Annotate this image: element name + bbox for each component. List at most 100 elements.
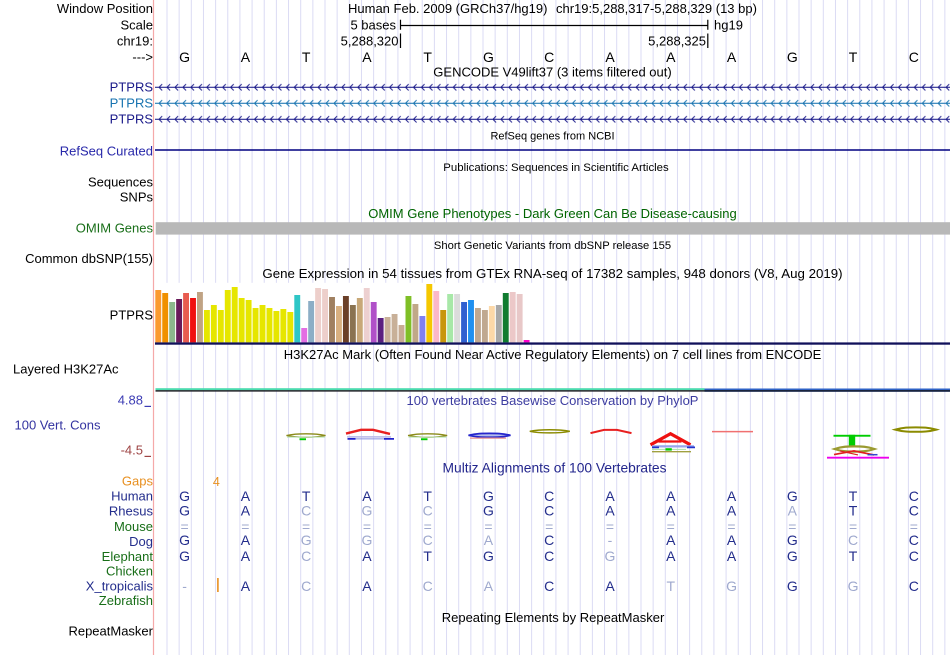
- svg-text:4: 4: [213, 475, 220, 489]
- svg-text:=: =: [788, 519, 796, 535]
- svg-text:A: A: [666, 488, 676, 504]
- svg-text:Scale: Scale: [120, 17, 153, 32]
- svg-text:C: C: [544, 578, 554, 594]
- svg-text:A: A: [727, 532, 737, 548]
- svg-text:OMIM Genes: OMIM Genes: [76, 221, 154, 236]
- svg-text:A: A: [241, 488, 251, 504]
- svg-text:A: A: [727, 548, 737, 564]
- svg-text:chr19:5,288,317-5,288,329 (13: chr19:5,288,317-5,288,329 (13 bp): [556, 1, 757, 16]
- svg-text:A: A: [666, 49, 676, 65]
- svg-text:=: =: [849, 519, 857, 535]
- svg-text:Human: Human: [111, 489, 153, 504]
- svg-text:T: T: [302, 488, 311, 504]
- svg-text:Chicken: Chicken: [106, 564, 153, 579]
- svg-text:A: A: [362, 578, 372, 594]
- svg-text:C: C: [848, 532, 858, 548]
- svg-text:Sequences: Sequences: [88, 175, 154, 190]
- svg-text:H3K27Ac Mark (Often Found Near: H3K27Ac Mark (Often Found Near Active Re…: [284, 347, 822, 362]
- svg-text:Gaps: Gaps: [122, 474, 154, 489]
- svg-text:T: T: [666, 578, 675, 594]
- svg-text:C: C: [909, 548, 919, 564]
- svg-text:G: G: [179, 532, 190, 548]
- svg-text:Multiz Alignments of 100 Verte: Multiz Alignments of 100 Vertebrates: [443, 460, 667, 475]
- svg-text:5 bases: 5 bases: [350, 17, 396, 32]
- svg-text:Dog: Dog: [129, 534, 153, 549]
- svg-text:Window Position: Window Position: [57, 1, 153, 16]
- svg-text:Layered H3K27Ac: Layered H3K27Ac: [13, 362, 119, 377]
- svg-text:A: A: [605, 578, 615, 594]
- svg-text:G: G: [179, 488, 190, 504]
- svg-text:C: C: [544, 548, 554, 564]
- svg-text:5,288,325: 5,288,325: [648, 34, 706, 49]
- svg-text:C: C: [544, 488, 554, 504]
- svg-text:G: G: [483, 49, 494, 65]
- svg-text:T: T: [849, 488, 858, 504]
- svg-text:C: C: [544, 49, 554, 65]
- svg-text:T: T: [302, 49, 311, 65]
- svg-text:5,288,320: 5,288,320: [341, 34, 399, 49]
- svg-text:100 vertebrates Basewise Conse: 100 vertebrates Basewise Conservation by…: [407, 393, 699, 408]
- svg-text:A: A: [241, 548, 251, 564]
- svg-text:A: A: [362, 488, 372, 504]
- svg-text:Repeating Elements by RepeatMa: Repeating Elements by RepeatMasker: [442, 610, 665, 625]
- svg-text:A: A: [727, 503, 737, 519]
- svg-text:G: G: [179, 548, 190, 564]
- svg-text:A: A: [727, 488, 737, 504]
- svg-text:T: T: [423, 488, 432, 504]
- svg-text:G: G: [179, 503, 190, 519]
- svg-text:Human Feb. 2009 (GRCh37/hg19): Human Feb. 2009 (GRCh37/hg19): [348, 1, 547, 16]
- svg-text:C: C: [423, 532, 433, 548]
- svg-text:C: C: [544, 532, 554, 548]
- svg-text:A: A: [605, 488, 615, 504]
- svg-text:A: A: [666, 532, 676, 548]
- svg-text:-: -: [182, 578, 187, 594]
- svg-text:RefSeq genes from NCBI: RefSeq genes from NCBI: [490, 130, 614, 142]
- svg-text:C: C: [909, 49, 919, 65]
- svg-text:-: -: [608, 532, 613, 548]
- svg-text:PTPRS: PTPRS: [110, 308, 154, 323]
- svg-text:=: =: [667, 519, 675, 535]
- svg-text:G: G: [301, 532, 312, 548]
- svg-text:C: C: [909, 503, 919, 519]
- svg-text:G: G: [605, 548, 616, 564]
- svg-text:T: T: [423, 49, 432, 65]
- svg-text:Gene Expression in 54 tissues: Gene Expression in 54 tissues from GTEx …: [262, 266, 842, 281]
- svg-text:Rhesus: Rhesus: [109, 504, 154, 519]
- svg-text:C: C: [909, 488, 919, 504]
- svg-text:=: =: [727, 519, 735, 535]
- svg-text:C: C: [909, 578, 919, 594]
- svg-text:G: G: [787, 532, 798, 548]
- svg-text:PTPRS: PTPRS: [110, 80, 154, 95]
- svg-text:=: =: [424, 519, 432, 535]
- svg-text:A: A: [484, 578, 494, 594]
- svg-text:G: G: [726, 578, 737, 594]
- svg-text:=: =: [484, 519, 492, 535]
- svg-text:A: A: [241, 532, 251, 548]
- svg-text:X_tropicalis: X_tropicalis: [86, 579, 154, 594]
- svg-text:T: T: [423, 548, 432, 564]
- svg-text:A: A: [605, 503, 615, 519]
- svg-text:T: T: [849, 49, 858, 65]
- svg-text:G: G: [787, 49, 798, 65]
- svg-text:100 Vert. Cons: 100 Vert. Cons: [15, 417, 101, 432]
- svg-text:G: G: [483, 488, 494, 504]
- svg-text:A: A: [241, 503, 251, 519]
- svg-text:Elephant: Elephant: [102, 549, 154, 564]
- svg-text:Short Genetic Variants from db: Short Genetic Variants from dbSNP releas…: [434, 240, 671, 252]
- svg-text:G: G: [361, 503, 372, 519]
- svg-text:G: G: [483, 503, 494, 519]
- svg-text:T: T: [849, 503, 858, 519]
- svg-text:A: A: [666, 503, 676, 519]
- svg-text:RefSeq Curated: RefSeq Curated: [60, 144, 153, 159]
- svg-text:Publications: Sequences in Sci: Publications: Sequences in Scientific Ar…: [443, 162, 669, 174]
- svg-text:A: A: [605, 49, 615, 65]
- svg-text:A: A: [241, 49, 251, 65]
- svg-text:SNPs: SNPs: [120, 190, 154, 205]
- svg-text:G: G: [483, 548, 494, 564]
- svg-text:A: A: [727, 49, 737, 65]
- svg-text:Common dbSNP(155): Common dbSNP(155): [25, 251, 153, 266]
- svg-text:G: G: [848, 578, 859, 594]
- svg-text:PTPRS: PTPRS: [110, 112, 154, 127]
- svg-text:C: C: [301, 503, 311, 519]
- svg-text:PTPRS: PTPRS: [110, 96, 154, 111]
